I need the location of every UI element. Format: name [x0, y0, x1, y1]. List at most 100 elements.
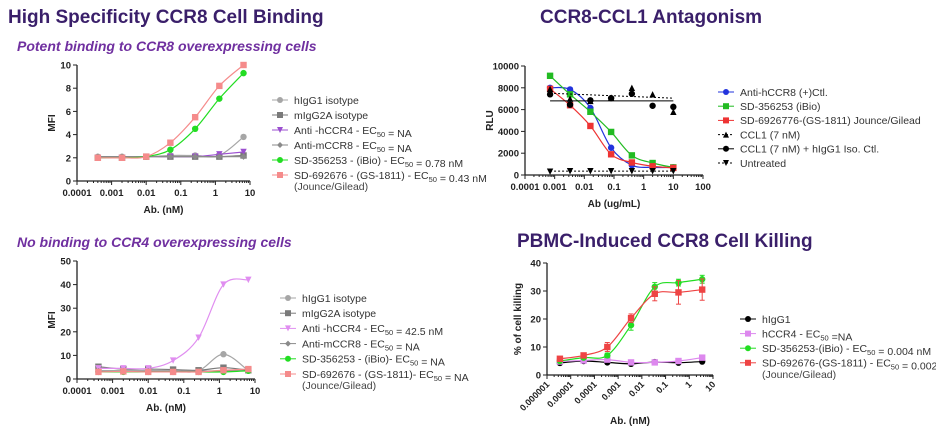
legend-item: hCCR4 - EC50 =NA [740, 328, 852, 343]
y-tick-label: 40 [530, 259, 541, 270]
marker-square [587, 108, 594, 115]
marker-square [277, 112, 283, 118]
series-5 [546, 167, 677, 175]
legend-label: mIgG2A isotype [294, 110, 368, 122]
x-tick-label: 0.00001 [545, 379, 575, 409]
marker-triangle-down [723, 160, 729, 166]
marker-square [285, 310, 291, 317]
subscript: 50 [385, 343, 393, 352]
marker-triangle-up [628, 84, 636, 91]
marker-circle [546, 91, 554, 98]
y-tick-label: 8000 [498, 83, 519, 94]
marker-square [604, 343, 611, 351]
x-tick-label: 1 [641, 182, 647, 193]
marker-triangle-down [195, 334, 202, 341]
x-tick-label: 1 [213, 188, 219, 199]
x-axis-label: Ab (ug/mL) [588, 199, 641, 210]
series-4 [546, 90, 677, 111]
y-tick-label: 30 [60, 304, 71, 315]
marker-circle [240, 69, 247, 77]
marker-square [675, 289, 682, 296]
x-tick-label: 0.01 [137, 188, 156, 199]
marker-triangle-up [546, 85, 554, 93]
y-axis-label: MFI [47, 114, 58, 131]
y-tick-label: 6000 [498, 105, 519, 116]
legend-item: CCL1 (7 nM) [718, 129, 800, 141]
marker-square [94, 154, 102, 161]
marker-square [698, 354, 706, 361]
marker-square [723, 103, 729, 110]
legend-label: hIgG1 isotype [302, 293, 367, 305]
legend-item: Anti-hCCR8 (+)Ctl. [718, 87, 828, 99]
marker-diamond [277, 142, 283, 148]
y-tick-label: 50 [60, 257, 71, 268]
marker-square [628, 159, 636, 166]
marker-circle [723, 145, 729, 152]
marker-circle [745, 316, 751, 322]
legend-item: Anti -hCCR4 - EC50 = NA [272, 125, 412, 140]
marker-square [216, 82, 223, 90]
legend-item: Anti-mCCR8 - EC50 = NA [280, 338, 420, 353]
marker-triangle-down [546, 168, 554, 175]
y-tick-label: 10 [530, 343, 541, 354]
marker-circle [745, 345, 751, 352]
x-tick-label: 0.0001 [62, 188, 92, 199]
marker-diamond [285, 340, 291, 347]
x-tick-label: 0.1 [654, 379, 670, 395]
x-tick-label: 0.0001 [62, 386, 92, 397]
y-tick-label: 0 [536, 371, 541, 382]
x-tick-label: 0.1 [174, 188, 188, 199]
killing-title: PBMC-Induced CCR8 Cell Killing [517, 231, 813, 252]
marker-square [628, 152, 636, 159]
legend-label: hIgG1 isotype [294, 95, 359, 107]
x-tick-label: 0.01 [139, 386, 158, 397]
y-tick-label: 8 [66, 84, 71, 95]
marker-square [745, 359, 751, 366]
marker-circle [191, 125, 199, 132]
marker-square [120, 368, 127, 375]
series-5 [95, 365, 252, 376]
ccr8-binding-subtitle: Potent binding to CCR8 overexpressing ce… [17, 38, 317, 54]
x-tick-label: 0.001 [600, 379, 623, 402]
legend-label: Anti -hCCR4 - EC50 = 42.5 nM [302, 323, 443, 338]
legend-label: Anti-mCCR8 - EC50 = NA [302, 338, 420, 353]
marker-square [169, 368, 177, 376]
marker-square [587, 122, 594, 130]
subscript: 50 [820, 333, 828, 342]
x-tick-label: 100 [695, 182, 711, 193]
x-tick-label: 10 [668, 182, 679, 193]
legend-label: SD-6926776-(GS-1811) Jounce/Gilead [740, 115, 921, 127]
legend-item: SD-692676 - (GS-1811)- EC50 = NA [280, 369, 469, 384]
marker-triangle-up [566, 95, 574, 102]
legend-note: (Jounce/Gilead) [294, 181, 368, 193]
y-tick-label: 40 [60, 280, 71, 291]
series-3 [556, 278, 706, 362]
legend-label: Anti -hCCR4 - EC50 = NA [294, 125, 412, 140]
x-tick-label: 1 [217, 386, 223, 397]
y-tick-label: 10 [60, 61, 71, 72]
marker-circle [607, 94, 615, 102]
marker-square [285, 371, 291, 377]
marker-square [627, 314, 635, 322]
marker-circle [627, 321, 635, 329]
x-tick-label: 0.0001 [572, 379, 599, 406]
x-tick-label: 1 [683, 379, 694, 390]
y-tick-label: 10000 [493, 62, 519, 73]
x-tick-label: 0.000001 [518, 379, 552, 413]
legend-label: SD-356253-(iBio) - EC50 = 0.004 nM [762, 343, 931, 358]
marker-triangle-down [670, 167, 677, 175]
legend-note: (Jounce/Gilead) [302, 380, 376, 392]
marker-circle [285, 295, 291, 301]
marker-square [143, 153, 150, 160]
y-tick-label: 2000 [498, 149, 519, 160]
legend-label: mIgG2A isotype [302, 308, 376, 320]
marker-circle [566, 101, 574, 108]
subscript: 50 [429, 175, 437, 184]
x-tick-label: 10 [250, 386, 261, 397]
marker-triangle-down [245, 276, 252, 284]
marker-square [698, 286, 706, 293]
marker-triangle-down [240, 148, 247, 156]
y-tick-label: 0 [66, 177, 71, 188]
x-tick-label: 0.001 [543, 182, 567, 193]
